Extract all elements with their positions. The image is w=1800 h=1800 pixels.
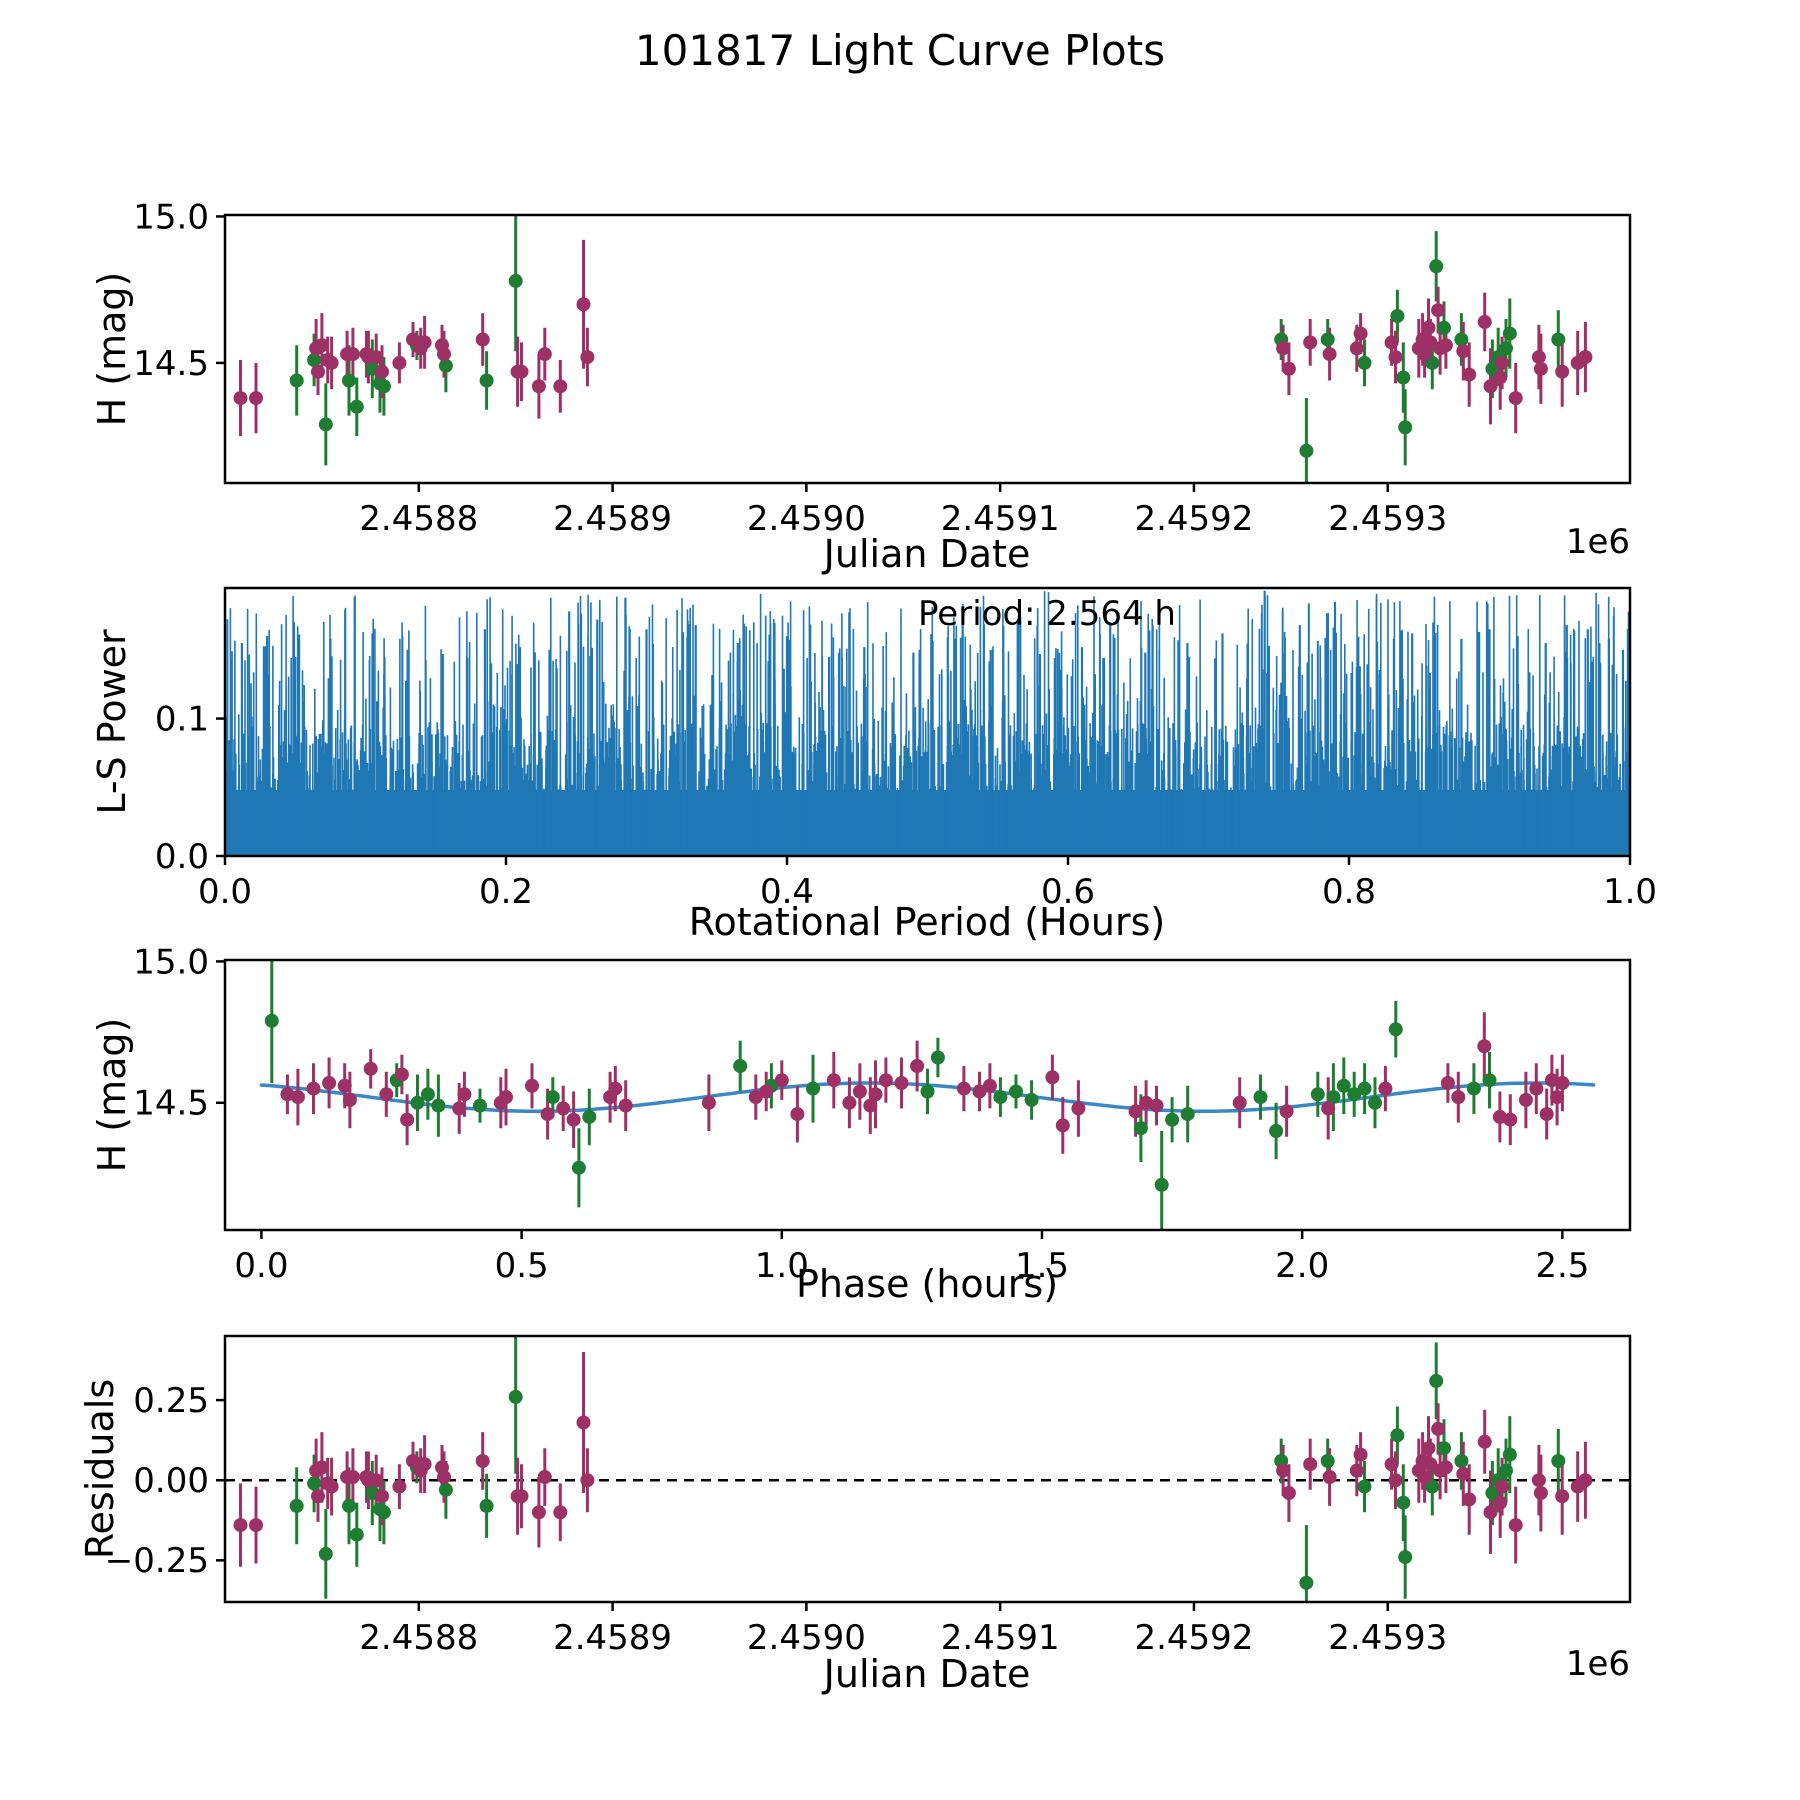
svg-text:2.5: 2.5 <box>1535 1246 1589 1286</box>
svg-text:14.5: 14.5 <box>133 344 209 384</box>
svg-text:2.4588: 2.4588 <box>359 499 478 539</box>
lightcurve-green-points <box>289 259 1566 458</box>
figure-title: 101817 Light Curve Plots <box>634 26 1166 75</box>
periodogram-plot: 0.0 0.2 0.4 0.6 0.8 1.0 0.0 0.1 <box>155 586 1657 912</box>
svg-text:0.5: 0.5 <box>495 1246 549 1286</box>
svg-text:0.2: 0.2 <box>479 872 533 912</box>
svg-text:0.0: 0.0 <box>155 837 209 877</box>
period-annotation: Period: 2.564 h <box>918 594 1176 634</box>
svg-text:2.4590: 2.4590 <box>747 1618 866 1658</box>
lightcurve-axes-box <box>223 213 1632 485</box>
lightcurve-axis-offset: 1e6 <box>1565 522 1630 562</box>
periodogram-spikes <box>225 591 1631 856</box>
svg-text:1.5: 1.5 <box>1015 1246 1069 1286</box>
svg-text:2.4592: 2.4592 <box>1134 1618 1253 1658</box>
residuals-xlabel: Julian Date <box>823 1652 1031 1696</box>
lightcurve-plot: 2.4588 2.4589 2.4590 2.4591 2.4592 2.4593 14.5… <box>133 197 1632 539</box>
periodogram-tall-peaks <box>240 590 1625 856</box>
residuals-axis-offset: 1e6 <box>1565 1644 1630 1684</box>
residuals-green-errorbars <box>295 1336 1560 1602</box>
svg-text:0.0: 0.0 <box>198 872 252 912</box>
residuals-plot: 2.4588 2.4589 2.4590 2.4591 2.4592 2.4593 −0.2… <box>105 1334 1632 1658</box>
svg-text:15.0: 15.0 <box>133 197 209 237</box>
svg-text:2.4593: 2.4593 <box>1328 499 1447 539</box>
svg-text:15.0: 15.0 <box>133 942 209 982</box>
svg-text:0.4: 0.4 <box>760 872 814 912</box>
svg-text:−0.25: −0.25 <box>105 1541 209 1581</box>
svg-text:0.8: 0.8 <box>1322 872 1376 912</box>
phased-ylabel: H (mag) <box>90 1017 134 1173</box>
svg-text:2.4588: 2.4588 <box>359 1618 478 1658</box>
phased-axes-box <box>223 958 1632 1232</box>
svg-text:0.1: 0.1 <box>155 699 209 739</box>
periodogram-ylabel: L-S Power <box>90 629 134 815</box>
lightcurve-xlabel: Julian Date <box>823 532 1031 576</box>
svg-text:2.4592: 2.4592 <box>1134 499 1253 539</box>
lightcurve-ticks: 2.4588 2.4589 2.4590 2.4591 2.4592 2.4593 14.5… <box>133 197 1447 539</box>
phased-xlabel: Phase (hours) <box>795 1262 1059 1306</box>
residuals-magenta-points <box>233 1415 1593 1533</box>
svg-text:0.0: 0.0 <box>234 1246 288 1286</box>
svg-text:2.4591: 2.4591 <box>941 499 1060 539</box>
lightcurve-magenta-points <box>233 297 1593 406</box>
svg-text:0.00: 0.00 <box>133 1461 209 1501</box>
periodogram-xlabel: Rotational Period (Hours) <box>688 900 1166 944</box>
svg-text:2.4590: 2.4590 <box>747 499 866 539</box>
phased-ticks: 0.0 0.5 1.0 1.5 2.0 2.5 14.5 15.0 <box>133 942 1589 1286</box>
lightcurve-green-errorbars <box>295 215 1560 483</box>
lightcurve-ylabel: H (mag) <box>90 271 134 427</box>
phased-magenta-points <box>280 1039 1570 1133</box>
svg-text:2.4589: 2.4589 <box>553 1618 672 1658</box>
phased-green-points <box>264 1013 1497 1192</box>
phased-plot: 0.0 0.5 1.0 1.5 2.0 2.5 14.5 15.0 <box>133 942 1632 1286</box>
residuals-axes-box <box>223 1334 1632 1604</box>
periodogram-ticks: 0.0 0.2 0.4 0.6 0.8 1.0 0.0 0.1 <box>155 699 1657 912</box>
svg-text:14.5: 14.5 <box>133 1084 209 1124</box>
svg-text:1.0: 1.0 <box>1603 872 1657 912</box>
svg-text:2.0: 2.0 <box>1275 1246 1329 1286</box>
svg-text:2.4591: 2.4591 <box>941 1618 1060 1658</box>
residuals-ylabel: Residuals <box>78 1378 122 1560</box>
svg-text:1.0: 1.0 <box>755 1246 809 1286</box>
periodogram-axes-box <box>223 586 1632 858</box>
svg-text:0.6: 0.6 <box>1041 872 1095 912</box>
svg-text:0.25: 0.25 <box>133 1381 209 1421</box>
svg-text:2.4593: 2.4593 <box>1328 1618 1447 1658</box>
residuals-green-points <box>289 1373 1566 1590</box>
phased-magenta-errorbars <box>285 1012 1564 1154</box>
svg-text:2.4589: 2.4589 <box>553 499 672 539</box>
residuals-magenta-errorbars <box>239 1352 1587 1567</box>
residuals-ticks: 2.4588 2.4589 2.4590 2.4591 2.4592 2.4593 −0.2… <box>105 1381 1447 1658</box>
lightcurve-magenta-errorbars <box>239 239 1587 437</box>
